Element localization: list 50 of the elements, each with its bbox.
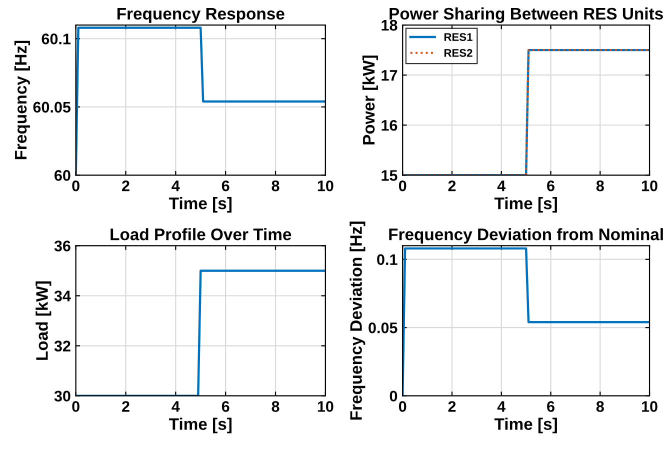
x-tick-label: 10 bbox=[318, 180, 334, 192]
y-tick-label: 32 bbox=[54, 340, 70, 352]
x-tick-label: 4 bbox=[497, 401, 506, 412]
x-tick-label: 0 bbox=[72, 180, 80, 192]
legend-label: RES1 bbox=[444, 33, 472, 41]
y-tick-label: 36 bbox=[54, 240, 70, 252]
x-tick-label: 0 bbox=[398, 401, 406, 412]
x-tick-label: 10 bbox=[318, 401, 334, 412]
x-tick-label: 4 bbox=[497, 180, 506, 192]
x-tick-label: 8 bbox=[596, 180, 604, 192]
y-tick-label: 60.1 bbox=[42, 34, 71, 44]
x-tick-label: 2 bbox=[448, 180, 456, 192]
y-axis-title: Frequency Deviation [Hz] bbox=[350, 222, 366, 420]
chart-title: Frequency Response bbox=[117, 8, 284, 23]
y-tick-label: 60.05 bbox=[33, 102, 71, 113]
y-tick-label: 30 bbox=[54, 390, 70, 402]
y-tick-label: 60 bbox=[54, 170, 70, 181]
x-tick-label: 6 bbox=[547, 401, 554, 412]
y-tick-label: 0.1 bbox=[377, 254, 398, 266]
y-tick-label: 16 bbox=[382, 120, 398, 131]
x-tick-label: 2 bbox=[122, 180, 130, 192]
x-tick-label: 8 bbox=[272, 180, 280, 192]
x-tick-label: 2 bbox=[122, 401, 130, 412]
x-tick-label: 10 bbox=[642, 180, 658, 192]
x-tick-label: 6 bbox=[222, 401, 230, 412]
x-axis-title: Time [s] bbox=[169, 418, 232, 434]
chart-title: Load Profile Over Time bbox=[110, 228, 292, 240]
y-tick-label: 15 bbox=[382, 170, 398, 181]
y-tick-label: 34 bbox=[54, 290, 71, 302]
x-tick-label: 8 bbox=[272, 401, 280, 412]
x-axis-title: Time [s] bbox=[494, 418, 557, 434]
x-tick-label: 2 bbox=[448, 401, 456, 412]
x-tick-label: 0 bbox=[72, 401, 80, 412]
x-tick-label: 0 bbox=[398, 180, 406, 192]
x-tick-label: 6 bbox=[547, 180, 554, 192]
x-tick-label: 8 bbox=[596, 401, 604, 412]
x-axis-title: Time [s] bbox=[494, 197, 557, 213]
y-tick-label: 0.05 bbox=[368, 322, 398, 334]
x-tick-label: 4 bbox=[172, 401, 180, 412]
x-tick-label: 4 bbox=[172, 180, 180, 192]
y-axis-title: Frequency [Hz] bbox=[14, 40, 30, 160]
chart-title: Frequency Deviation from Nominal bbox=[389, 228, 663, 244]
x-axis-title: Time [s] bbox=[169, 197, 232, 213]
y-tick-label: 0 bbox=[390, 390, 398, 402]
y-tick-label: 17 bbox=[382, 70, 398, 81]
x-tick-label: 6 bbox=[222, 180, 230, 192]
legend-label: RES2 bbox=[444, 49, 472, 57]
y-axis-title: Load [kW] bbox=[36, 281, 52, 360]
x-tick-label: 10 bbox=[642, 401, 658, 412]
y-axis-title: Power [kW] bbox=[362, 56, 378, 144]
